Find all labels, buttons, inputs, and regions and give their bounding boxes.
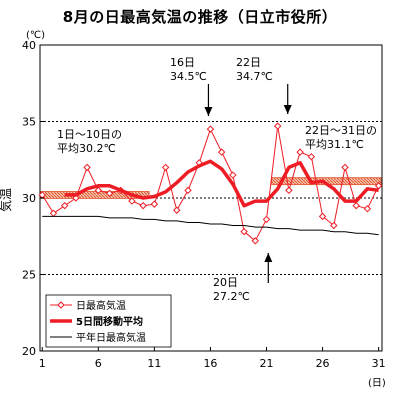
data-point <box>105 189 114 198</box>
period-average-label-1-line2: 平均30.2℃ <box>57 142 116 155</box>
x-tick-label-31: 31 <box>372 357 386 370</box>
data-point <box>296 148 304 156</box>
x-tick-label-11: 11 <box>147 357 161 370</box>
data-point <box>274 122 282 130</box>
series-line-2 <box>64 159 379 208</box>
annotation-value-3: 27.2℃ <box>213 290 250 303</box>
data-point <box>217 148 226 156</box>
series-line-3 <box>42 215 379 236</box>
data-point <box>139 201 147 210</box>
period-average-label-1-line1: 1日～10日の <box>57 128 122 141</box>
page-title: 8月の日最高気温の推移（日立市役所） <box>62 8 338 26</box>
data-point <box>150 200 159 208</box>
data-point <box>307 152 316 161</box>
x-unit-label: (日) <box>368 378 386 389</box>
data-point <box>229 171 237 179</box>
x-tick-label-26: 26 <box>316 357 330 370</box>
annotation-arrow-head-1 <box>204 107 213 116</box>
x-tick-label-21: 21 <box>260 357 274 370</box>
legend-label-3: 平年日最高気温 <box>76 331 146 344</box>
data-point <box>285 186 293 195</box>
data-point <box>60 201 69 210</box>
annotation-day-1: 16日 <box>170 56 195 69</box>
data-point <box>161 163 170 172</box>
data-point <box>262 215 271 224</box>
legend-label-2: 5日間移動平均 <box>76 315 143 328</box>
annotation-day-3: 20日 <box>213 276 238 289</box>
y-unit-label: (℃) <box>26 30 45 41</box>
x-tick-label-1: 1 <box>39 357 46 370</box>
y-tick-label-20: 20 <box>22 345 36 358</box>
y-tick-label-30: 30 <box>22 192 36 205</box>
series-lines <box>38 122 383 245</box>
data-point <box>173 206 181 214</box>
annotation-arrow-head-3 <box>264 253 273 262</box>
annotation-value-1: 34.5℃ <box>170 70 207 83</box>
period-average-label-2-line2: 平均31.1℃ <box>305 138 364 151</box>
annotation-value-2: 34.7℃ <box>236 70 273 83</box>
data-point <box>341 163 349 172</box>
data-point <box>251 237 259 245</box>
data-point <box>83 163 91 172</box>
y-axis-title-text: 気温 <box>0 188 13 212</box>
annotation-arrow-head-2 <box>283 105 292 114</box>
data-point <box>330 221 338 230</box>
data-point <box>128 197 136 205</box>
data-point <box>184 186 192 195</box>
data-point <box>318 212 327 221</box>
legend-label-1: 日最高気温 <box>76 299 126 312</box>
data-point <box>352 201 360 210</box>
x-tick-label-16: 16 <box>203 357 217 370</box>
y-axis-title: 気温 <box>0 188 13 212</box>
period-average-label-2-line1: 22日～31日の <box>305 124 377 137</box>
y-tick-label-25: 25 <box>22 269 36 282</box>
data-point <box>206 125 215 133</box>
data-point <box>240 227 248 236</box>
data-point <box>363 205 372 213</box>
y-tick-label-40: 40 <box>22 39 36 52</box>
annotation-day-2: 22日 <box>236 56 261 69</box>
x-tick-label-6: 6 <box>95 357 102 370</box>
y-tick-label-35: 35 <box>22 116 36 129</box>
data-point <box>94 186 103 195</box>
legend-marker-1 <box>57 301 65 309</box>
